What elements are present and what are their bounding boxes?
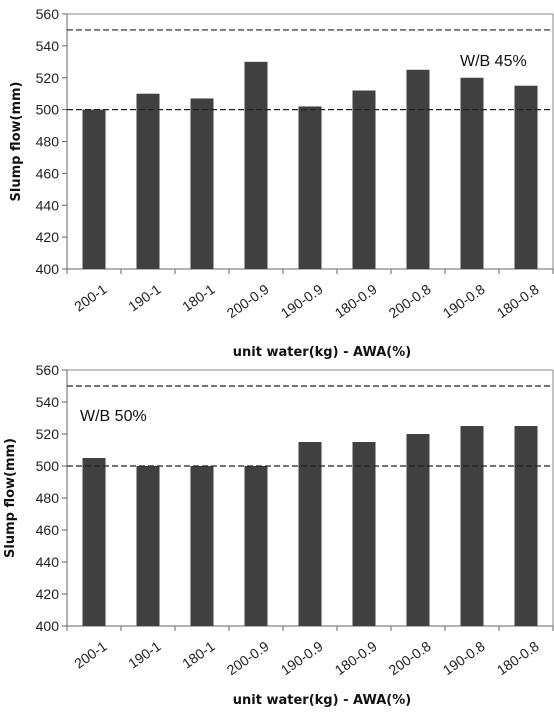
bar — [298, 106, 322, 269]
x-tick-label: 200-0.8 — [386, 638, 434, 678]
bar — [514, 426, 538, 626]
bar — [406, 434, 430, 626]
x-tick-label: 190-1 — [125, 638, 164, 672]
y-tick-label: 460 — [36, 522, 60, 538]
bar — [352, 90, 376, 269]
x-tick-label: 180-0.9 — [332, 638, 380, 678]
bar — [244, 61, 268, 269]
y-tick-label: 480 — [36, 134, 60, 150]
bar — [460, 77, 484, 269]
y-axis-title: Slump flow(mm) — [3, 438, 18, 558]
bar — [190, 98, 214, 269]
y-tick-label: 520 — [36, 426, 60, 442]
x-tick-label: 180-1 — [179, 638, 218, 672]
bar — [82, 458, 106, 626]
bar — [136, 93, 160, 269]
y-tick-label: 560 — [36, 362, 60, 378]
bar — [82, 109, 106, 269]
bar — [406, 69, 430, 269]
x-tick-label: 180-0.8 — [494, 638, 542, 678]
wb-annotation: W/B 45% — [460, 53, 527, 70]
y-tick-label: 440 — [36, 197, 60, 213]
x-tick-label: 190-0.9 — [278, 281, 326, 321]
wb-annotation: W/B 50% — [80, 408, 147, 425]
x-tick-label: 200-0.8 — [386, 281, 434, 321]
y-tick-label: 420 — [36, 229, 60, 245]
bar — [514, 85, 538, 269]
y-tick-label: 560 — [36, 6, 60, 22]
chart-panel-1: 400 420 440 460 480 500 520 540 560 200-1 190-1 180… — [9, 6, 554, 360]
bar — [136, 466, 160, 626]
bar — [298, 442, 322, 626]
bar — [190, 466, 214, 626]
x-tick-label: 200-1 — [71, 281, 110, 315]
x-tick-label: 200-1 — [71, 638, 110, 672]
x-tick-label: 190-0.9 — [278, 638, 326, 678]
x-tick-label: 180-0.9 — [332, 281, 380, 321]
y-tick-label: 480 — [36, 490, 60, 506]
y-tick-label: 460 — [36, 165, 60, 181]
x-tick-label: 190-0.8 — [440, 281, 488, 321]
x-tick-label: 180-1 — [179, 281, 218, 315]
bar — [244, 466, 268, 626]
x-tick-label: 190-0.8 — [440, 638, 488, 678]
y-tick-label: 540 — [36, 394, 60, 410]
x-tick-label: 200-0.9 — [224, 638, 272, 678]
y-tick-label: 400 — [36, 261, 60, 277]
y-tick-label: 500 — [36, 458, 60, 474]
chart-panel-2: 400 420 440 460 480 500 520 540 560 200-1 190-1 180… — [3, 362, 554, 708]
bar — [460, 426, 484, 626]
x-tick-label: 180-0.8 — [494, 281, 542, 321]
x-axis-title: unit water(kg) - AWA(%) — [233, 693, 411, 708]
x-tick-label: 200-0.9 — [224, 281, 272, 321]
y-axis-title: Slump flow(mm) — [9, 81, 24, 201]
y-tick-label: 520 — [36, 70, 60, 86]
y-tick-label: 440 — [36, 554, 60, 570]
x-axis-title: unit water(kg) - AWA(%) — [233, 345, 411, 360]
y-tick-label: 420 — [36, 586, 60, 602]
y-tick-label: 540 — [36, 38, 60, 54]
bar — [352, 442, 376, 626]
y-tick-label: 500 — [36, 102, 60, 118]
x-tick-label: 190-1 — [125, 281, 164, 315]
y-tick-label: 400 — [36, 618, 60, 634]
